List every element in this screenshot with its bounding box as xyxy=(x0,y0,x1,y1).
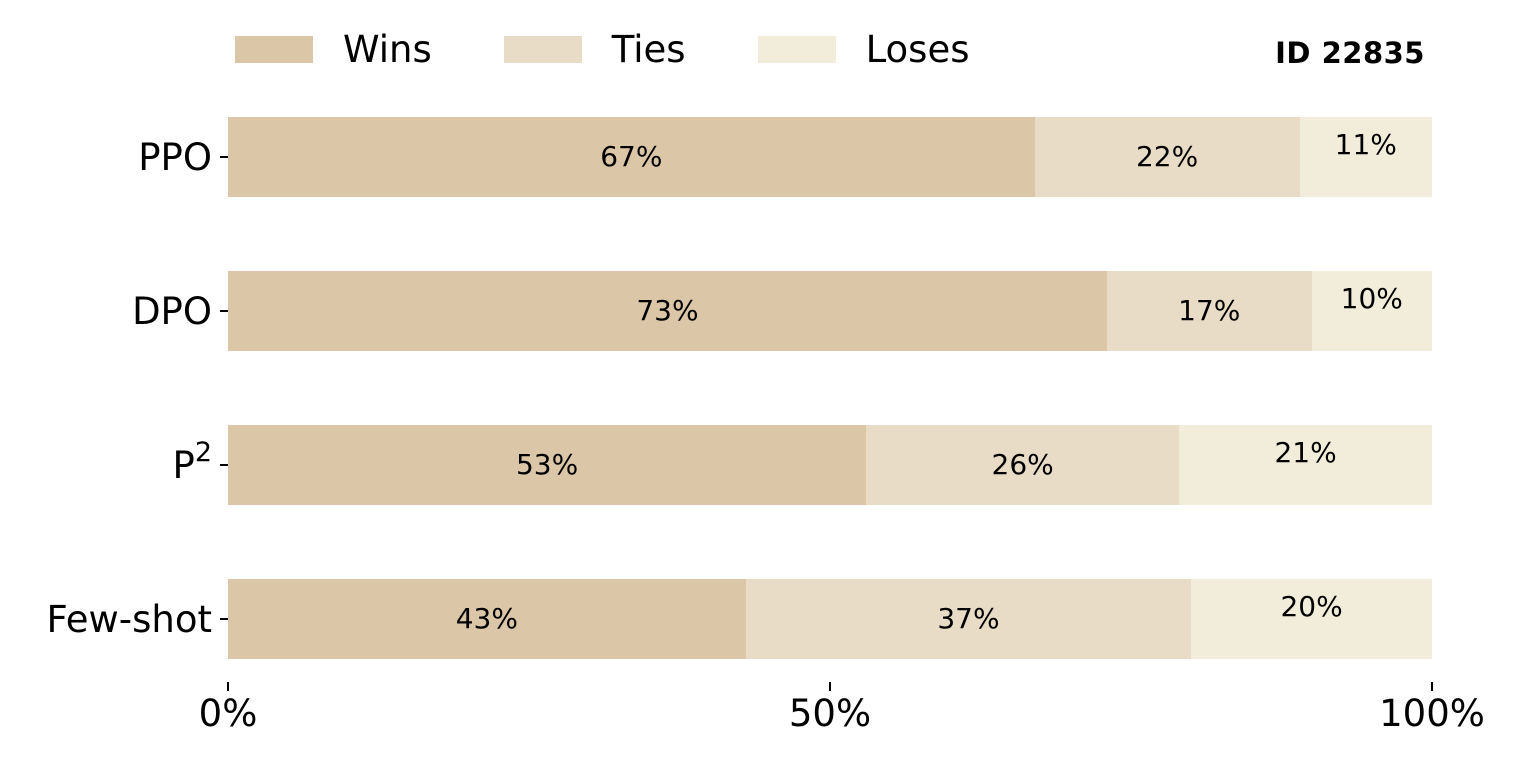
y-tick-mark xyxy=(220,156,228,158)
legend: Wins Ties Loses xyxy=(235,31,1042,68)
bar-row-few-shot: Few-shot 43% 37% 20% xyxy=(0,579,1522,659)
bar-value-label: 22% xyxy=(1135,140,1199,173)
bar-segment-ties: 22% xyxy=(1034,117,1300,197)
bar-value-label: 11% xyxy=(1334,128,1397,161)
bar-segment-wins: 73% xyxy=(228,271,1107,351)
legend-swatch-loses-icon xyxy=(757,36,836,63)
bar-track: 53% 26% 21% xyxy=(228,425,1432,505)
bar-segment-ties: 37% xyxy=(745,579,1192,659)
bar-value-label: 10% xyxy=(1340,282,1403,315)
bar-segment-ties: 17% xyxy=(1106,271,1312,351)
bar-value-label: 37% xyxy=(937,602,1000,635)
category-label-dpo: DPO xyxy=(132,289,212,333)
bar-value-label: 20% xyxy=(1280,590,1343,623)
legend-label-ties: Ties xyxy=(611,28,686,71)
x-tick-label-100-: 100% xyxy=(1379,692,1485,735)
y-tick-mark xyxy=(220,618,228,620)
bar-value-label: 21% xyxy=(1274,436,1337,469)
bar-track: 73% 17% 10% xyxy=(228,271,1432,351)
bar-segment-loses: 21% xyxy=(1179,425,1432,505)
x-tick-label-0-: 0% xyxy=(198,692,258,735)
bar-segment-wins: 67% xyxy=(228,117,1035,197)
legend-label-loses: Loses xyxy=(865,28,970,71)
bar-row-ppo: PPO 67% 22% 11% xyxy=(0,117,1522,197)
bar-segment-loses: 10% xyxy=(1311,271,1432,351)
bar-value-label: 73% xyxy=(636,294,699,327)
x-tick-mark xyxy=(227,682,229,691)
bar-segment-wins: 53% xyxy=(228,425,867,505)
bar-row-dpo: DPO 73% 17% 10% xyxy=(0,271,1522,351)
bar-segment-loses: 20% xyxy=(1191,579,1432,659)
bar-value-label: 43% xyxy=(455,602,518,635)
legend-item-wins: Wins xyxy=(235,31,432,68)
legend-item-loses: Loses xyxy=(757,28,970,71)
bar-value-label: 67% xyxy=(600,140,663,173)
category-label-few-shot: Few-shot xyxy=(46,597,212,641)
y-tick-mark xyxy=(220,310,228,312)
x-tick-label-50-: 50% xyxy=(788,692,872,735)
bar-segment-ties: 26% xyxy=(866,425,1180,505)
bar-segment-loses: 11% xyxy=(1299,117,1432,197)
bar-value-label: 17% xyxy=(1178,294,1241,327)
legend-swatch-ties-icon xyxy=(503,36,582,63)
bar-segment-wins: 43% xyxy=(228,579,746,659)
legend-label-wins: Wins xyxy=(343,28,432,71)
x-tick-mark xyxy=(829,682,831,691)
chart-id-label: ID 22835 xyxy=(1275,36,1425,70)
y-tick-mark xyxy=(220,464,228,466)
legend-item-ties: Ties xyxy=(503,28,686,71)
bar-row-p-2: P 2 53% 26% 21% xyxy=(0,425,1522,505)
x-tick-mark xyxy=(1431,682,1433,691)
legend-swatch-wins-icon xyxy=(235,36,313,63)
bar-value-label: 53% xyxy=(515,448,579,481)
category-label-ppo: PPO xyxy=(138,135,212,179)
bar-value-label: 26% xyxy=(991,448,1054,481)
bar-track: 43% 37% 20% xyxy=(228,579,1432,659)
bar-track: 67% 22% 11% xyxy=(228,117,1432,197)
